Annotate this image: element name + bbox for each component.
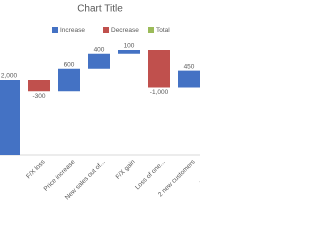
value-label: 600 [64, 61, 75, 68]
legend-swatch [52, 27, 58, 33]
legend-label: Increase [60, 27, 85, 34]
value-label: 2,000 [1, 73, 18, 80]
value-label: 400 [94, 46, 105, 53]
legend-label: Total [156, 27, 170, 34]
bar [118, 50, 140, 54]
bar [0, 80, 20, 155]
bar [58, 68, 80, 92]
bar [148, 50, 170, 88]
page: {"chart_data": {"type": "waterfall", "ti… [0, 0, 200, 200]
legend-label: Decrease [111, 27, 139, 34]
background [0, 0, 200, 200]
legend-swatch [148, 27, 154, 33]
value-label: -1,000 [150, 89, 169, 96]
bar [28, 80, 50, 92]
chart: Chart Title Increase Decrease Total2,000F/… [0, 0, 200, 200]
value-label: 450 [184, 63, 195, 70]
legend-swatch [103, 27, 109, 33]
bar [88, 53, 110, 69]
value-label: -300 [32, 93, 45, 100]
value-label: 100 [124, 43, 135, 50]
chart-title: Chart Title [77, 4, 123, 15]
bar [178, 70, 200, 88]
